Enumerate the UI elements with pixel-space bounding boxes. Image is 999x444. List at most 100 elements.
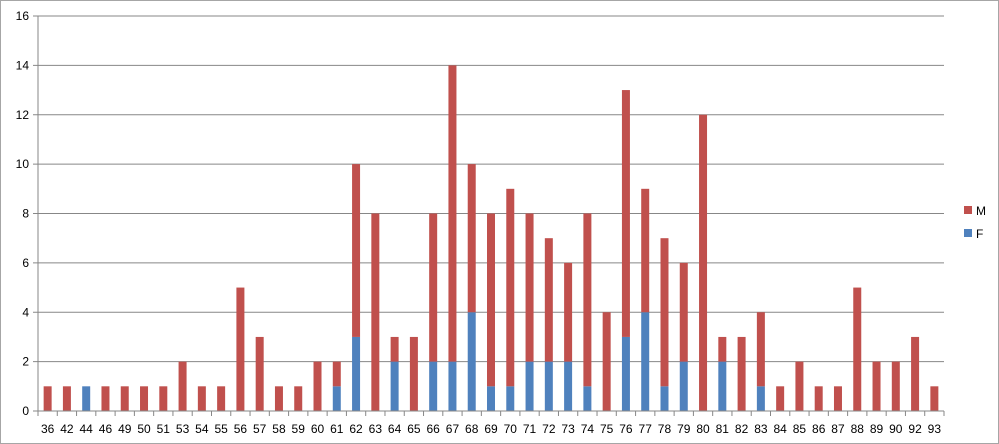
bar-m-63	[371, 213, 380, 411]
x-tick-label: 56	[234, 422, 248, 436]
bar-m-74	[583, 213, 592, 387]
bar-m-51	[159, 386, 168, 411]
bar-f-44	[82, 386, 91, 411]
x-tick-label: 78	[658, 422, 672, 436]
legend-label-m: M	[976, 204, 986, 218]
x-tick-label: 70	[504, 422, 518, 436]
bar-f-71	[525, 361, 534, 411]
x-tick-label: 55	[214, 422, 228, 436]
x-tick-label: 46	[99, 422, 113, 436]
bar-f-62	[352, 336, 361, 411]
x-tick-label: 86	[812, 422, 826, 436]
x-tick-label: 67	[446, 422, 460, 436]
bar-f-81	[718, 361, 727, 411]
x-tick-label: 72	[542, 422, 556, 436]
bar-m-93	[930, 386, 939, 411]
bar-m-69	[487, 213, 495, 387]
bar-m-77	[641, 188, 650, 313]
bar-m-83	[756, 312, 765, 387]
bar-m-71	[525, 213, 534, 362]
bar-m-50	[140, 386, 149, 411]
x-tick-label: 36	[41, 422, 55, 436]
x-tick-label: 42	[60, 422, 74, 436]
bar-m-36	[43, 386, 52, 411]
x-tick-label: 87	[831, 422, 845, 436]
bar-m-59	[294, 386, 303, 411]
bar-f-67	[448, 361, 457, 411]
x-tick-label: 62	[349, 422, 363, 436]
legend: MF	[964, 204, 986, 241]
bar-f-68	[467, 312, 476, 411]
x-tick-label: 73	[561, 422, 575, 436]
x-tick-label: 76	[619, 422, 633, 436]
bar-m-68	[467, 164, 476, 313]
bar-m-88	[853, 287, 862, 411]
legend-swatch-m	[964, 206, 972, 214]
y-tick-label: 6	[22, 256, 29, 270]
bar-m-58	[274, 386, 283, 411]
y-tick-label: 10	[16, 157, 30, 171]
x-axis: 36 42 44 46 49 50 51 53 54 55 56 57 58 59 60 61 62 63 64 65…	[37, 410, 945, 436]
bar-m-90	[891, 361, 900, 411]
x-tick-label: 74	[581, 422, 595, 436]
x-tick-label: 89	[870, 422, 884, 436]
y-tick-label: 14	[16, 58, 30, 72]
x-tick-label: 75	[600, 422, 614, 436]
x-tick-label: 77	[639, 422, 653, 436]
bar-m-78	[660, 238, 669, 387]
x-tick-label: 84	[773, 422, 787, 436]
x-tick-label: 59	[292, 422, 306, 436]
x-tick-label: 50	[137, 422, 151, 436]
x-tick-label: 49	[118, 422, 132, 436]
bar-m-62	[352, 164, 361, 337]
x-tick-label: 88	[851, 422, 865, 436]
bars	[43, 65, 939, 411]
bar-m-82	[737, 336, 746, 411]
bar-m-70	[506, 188, 515, 387]
bar-m-66	[429, 213, 438, 362]
bar-m-72	[544, 238, 553, 362]
bar-m-56	[236, 287, 245, 411]
x-tick-label: 57	[253, 422, 267, 436]
x-tick-label: 80	[696, 422, 710, 436]
y-tick-label: 0	[22, 404, 29, 418]
bar-m-65	[409, 336, 418, 411]
bar-m-81	[718, 336, 727, 362]
bar-f-83	[756, 386, 765, 411]
bar-m-64	[390, 336, 399, 362]
bar-f-69	[487, 386, 495, 411]
bar-f-79	[679, 361, 688, 411]
bar-m-87	[833, 386, 842, 411]
x-tick-label: 53	[176, 422, 190, 436]
bar-m-55	[217, 386, 226, 411]
bar-m-73	[564, 262, 573, 362]
x-tick-label: 92	[908, 422, 922, 436]
bar-m-46	[101, 386, 110, 411]
bar-m-89	[872, 361, 881, 411]
x-tick-label: 81	[716, 422, 730, 436]
bar-m-80	[699, 114, 708, 411]
x-tick-label: 79	[677, 422, 691, 436]
x-tick-label: 44	[80, 422, 94, 436]
y-tick-label: 12	[16, 108, 30, 122]
x-tick-label: 93	[928, 422, 942, 436]
bar-m-79	[679, 262, 688, 362]
bar-f-77	[641, 312, 650, 411]
bar-f-64	[390, 361, 399, 411]
x-tick-label: 63	[369, 422, 383, 436]
x-tick-label: 61	[330, 422, 344, 436]
y-tick-label: 8	[22, 207, 29, 221]
legend-label-f: F	[976, 227, 983, 241]
x-tick-label: 83	[754, 422, 768, 436]
bar-f-74	[583, 386, 592, 411]
bar-m-86	[814, 386, 823, 411]
x-tick-label: 65	[407, 422, 421, 436]
y-tick-label: 16	[16, 9, 30, 23]
x-tick-label: 64	[388, 422, 402, 436]
x-tick-label: 66	[426, 422, 440, 436]
bar-f-73	[564, 361, 573, 411]
x-tick-label: 54	[195, 422, 209, 436]
bar-m-75	[602, 312, 611, 411]
